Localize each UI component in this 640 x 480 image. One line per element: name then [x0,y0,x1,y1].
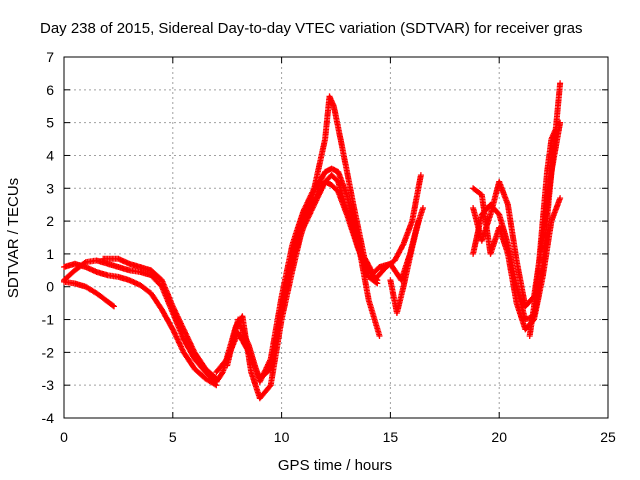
y-tick-label: 4 [46,147,54,163]
series-track-h [289,178,381,287]
data-markers [61,80,564,402]
x-tick-label: 25 [600,429,616,445]
y-tick-label: 1 [46,246,54,262]
series-track-o [526,126,559,339]
y-tick-label: -3 [42,377,55,393]
series-marker-path [100,255,220,382]
y-tick-label: 0 [46,279,54,295]
x-axis-label: GPS time / hours [278,457,392,474]
x-tick-label: 5 [169,429,177,445]
series-marker-path [61,260,220,389]
plot-frame [63,56,609,419]
series-track-c [61,278,117,310]
x-tick-label: 20 [491,429,507,445]
y-tick-label: 6 [46,82,54,98]
chart-title: Day 238 of 2015, Sidereal Day-to-day VTE… [40,20,582,37]
y-axis-label: SDTVAR / TECUs [5,178,22,298]
axis-ticks: 0 5 10 15 20 25 -4 -3 -2 -1 0 1 2 3 4 5 6 7 [42,49,616,445]
x-tick-label: 15 [383,429,399,445]
x-tick-label: 0 [60,429,68,445]
y-tick-label: 7 [46,49,54,65]
series-track-k [387,218,422,316]
series-track-d [100,255,220,382]
series-marker-path [526,126,559,339]
y-tick-label: 2 [46,213,54,229]
y-tick-label: -4 [42,410,55,426]
series-marker-path [61,278,117,310]
y-tick-label: -1 [42,312,55,328]
series-marker-path [387,218,422,316]
series-marker-path [289,178,381,287]
y-tick-label: 3 [46,180,54,196]
y-tick-label: -2 [42,344,55,360]
series-marker-path [224,93,383,385]
series-track-b [61,260,220,389]
x-tick-label: 10 [274,429,290,445]
series-track-g [224,93,383,385]
y-tick-label: 5 [46,115,54,131]
